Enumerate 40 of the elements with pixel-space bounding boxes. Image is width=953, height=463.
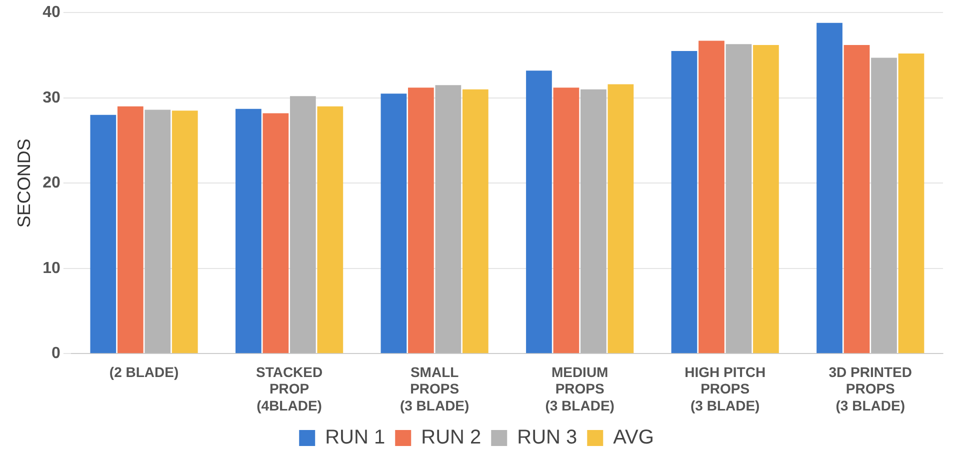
bar (435, 85, 462, 354)
bar (90, 114, 116, 354)
bar (117, 106, 144, 354)
bar (526, 70, 552, 354)
bar (290, 96, 316, 354)
bar (172, 110, 198, 354)
legend-label: RUN 3 (517, 426, 578, 449)
bar (317, 106, 344, 354)
bar (462, 89, 488, 354)
legend-label: RUN 1 (325, 426, 386, 449)
bar (844, 44, 870, 354)
bar (553, 88, 580, 354)
x-tick-label: HIGH PITCH PROPS (3 BLADE) (684, 364, 766, 414)
bar (144, 110, 171, 354)
y-tick-label: 40 (42, 4, 60, 22)
bar (871, 58, 897, 354)
y-tick-label: 30 (42, 89, 60, 106)
y-tick-label: 0 (51, 345, 60, 362)
legend-label: RUN 2 (421, 426, 482, 449)
x-tick-label: 3D PRINTED PROPS (3 BLADE) (828, 364, 912, 414)
y-tick-label: 20 (42, 174, 60, 192)
bar (753, 44, 779, 354)
bar (671, 50, 698, 354)
x-tick-label: MEDIUM PROPS (3 BLADE) (545, 364, 614, 414)
x-tick-label: SMALL PROPS (3 BLADE) (400, 364, 470, 414)
bar (262, 113, 289, 354)
bar (580, 89, 606, 354)
bar (816, 22, 842, 354)
y-tick-label: 10 (42, 260, 60, 277)
bar (726, 44, 752, 354)
bar (898, 54, 924, 354)
bar (380, 94, 407, 354)
bar (698, 40, 724, 354)
bar (236, 108, 262, 354)
y-axis-title: SECONDS (14, 138, 34, 228)
x-tick-label: STACKED PROP (4BLADE) (256, 364, 323, 414)
x-tick-label: (2 BLADE) (109, 364, 179, 380)
bar (408, 88, 434, 354)
bar (608, 84, 634, 354)
legend-label: AVG (613, 426, 654, 449)
